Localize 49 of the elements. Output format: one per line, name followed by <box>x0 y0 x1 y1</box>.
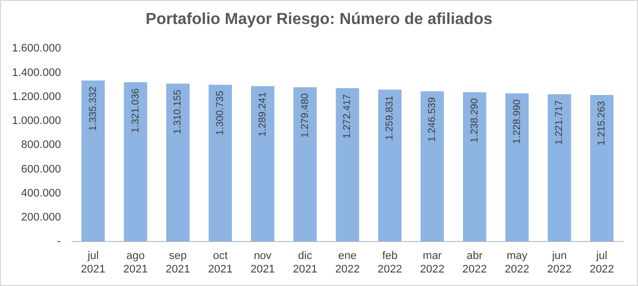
y-tick-label: 200.000 <box>21 212 61 224</box>
y-tick-label: 1.000.000 <box>12 115 61 128</box>
x-tick-label: abr 2022 <box>462 250 487 276</box>
bar <box>590 95 614 242</box>
bar <box>462 92 486 242</box>
bar <box>251 86 274 242</box>
bar <box>420 91 444 242</box>
x-tick-label: mar 2022 <box>420 250 444 276</box>
y-tick-label: 1.400.000 <box>12 66 61 79</box>
y-tick-label: 1.600.000 <box>12 42 61 55</box>
chart-title: Portafolio Mayor Riesgo: Número de afiliados <box>144 11 494 29</box>
data-label: 1.279.480 <box>300 92 311 138</box>
y-tick-label: 800.000 <box>21 139 61 152</box>
x-tick-label: sep 2021 <box>166 250 190 276</box>
data-label: 1.300.735 <box>215 90 226 136</box>
x-tick-label: nov 2021 <box>250 250 275 276</box>
bar <box>208 84 232 242</box>
bar <box>81 80 105 242</box>
data-label: 1.221.717 <box>554 100 566 145</box>
y-tick-label: 400.000 <box>21 187 61 200</box>
data-label: 1.259.831 <box>384 95 396 140</box>
x-tick-label: ene 2022 <box>335 250 360 276</box>
data-label: 1.215.263 <box>596 100 608 146</box>
x-tick-label: jun 2022 <box>547 250 572 276</box>
bar <box>548 94 572 242</box>
data-label: 1.335.332 <box>88 86 99 132</box>
x-tick-label: dic 2021 <box>292 250 318 276</box>
x-tick-label: ago 2021 <box>123 250 148 276</box>
y-tick-label: - <box>57 236 62 248</box>
x-tick-label: oct 2021 <box>208 250 233 276</box>
bar <box>505 93 529 242</box>
bar <box>293 87 317 242</box>
x-tick-label: may 2022 <box>504 250 530 276</box>
data-label: 1.310.155 <box>172 89 184 134</box>
data-label: 1.289.241 <box>257 92 268 137</box>
data-label: 1.238.290 <box>469 98 480 143</box>
x-tick-label: jul 2022 <box>590 250 614 276</box>
y-tick-label: 1.200.000 <box>12 90 61 103</box>
bar <box>124 82 148 242</box>
x-tick-label: jul 2021 <box>80 250 106 276</box>
bar <box>166 84 190 242</box>
data-label: 1.321.036 <box>130 88 142 133</box>
data-label: 1.272.417 <box>342 94 354 139</box>
data-label: 1.246.539 <box>426 96 438 142</box>
data-label: 1.228.990 <box>512 98 523 144</box>
x-tick-label: feb 2022 <box>378 250 402 276</box>
bar <box>378 90 402 242</box>
y-tick-label: 600.000 <box>21 163 61 176</box>
bar <box>336 88 360 242</box>
